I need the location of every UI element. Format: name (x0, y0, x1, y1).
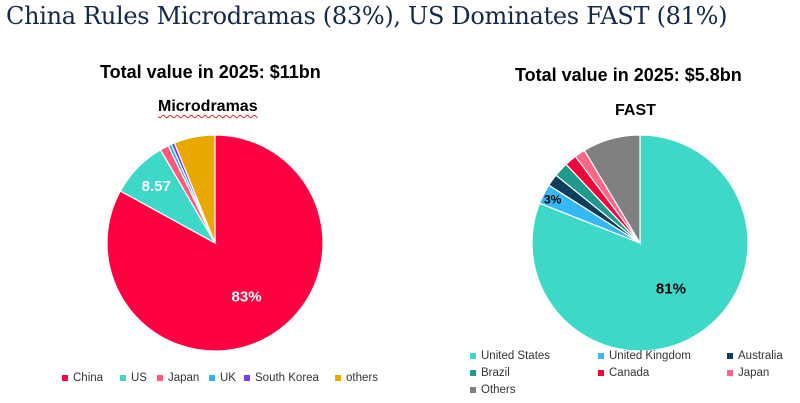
legend-item-australia: Australia (727, 350, 783, 362)
legend-swatch (598, 370, 604, 376)
legend-swatch (727, 353, 733, 359)
legend-swatch (335, 375, 341, 381)
legend-item-japan: Japan (157, 372, 199, 384)
microdramas-total-label: Total value in 2025: $11bn (100, 62, 321, 82)
pie-data-label-china: 83% (232, 288, 262, 305)
fast-total-label: Total value in 2025: $5.8bn (515, 65, 742, 85)
legend-label: Brazil (481, 367, 510, 379)
legend-item-united-kingdom: United Kingdom (598, 350, 691, 362)
microdramas-pie-title: Microdramas (158, 98, 258, 116)
legend-label: China (73, 372, 104, 384)
pie-slice-others (583, 134, 641, 246)
legend-label: UK (220, 372, 236, 384)
microdramas-pie-title-text: Microdramas (158, 98, 258, 115)
pie-slice-others (173, 134, 216, 244)
legend-item-uk: UK (209, 372, 236, 384)
microdramas-panel: Total value in 2025: $11bn Microdramas 8… (40, 0, 410, 403)
legend-item-united-states: United States (470, 350, 550, 362)
legend-swatch (244, 375, 250, 381)
fast-pie-title: FAST (615, 102, 656, 119)
legend-label: Australia (738, 350, 783, 362)
legend-swatch (470, 387, 476, 393)
legend-swatch (209, 375, 215, 381)
legend-swatch (598, 353, 604, 359)
legend-item-japan: Japan (727, 367, 769, 379)
fast-pie-chart: 81% 3% (531, 134, 749, 352)
legend-item-china: China (62, 372, 103, 384)
legend-swatch (470, 370, 476, 376)
pie-data-label-united-states: 81% (656, 280, 686, 297)
legend-item-others: Others (470, 384, 516, 396)
legend-swatch (157, 375, 163, 381)
fast-panel: Total value in 2025: $5.8bn FAST 81% 3% U… (455, 0, 800, 403)
microdramas-pie-chart: 83% 8.57 (106, 134, 324, 352)
fast-legend: United States United Kingdom Australia Braz… (470, 350, 800, 398)
legend-item-us: US (120, 372, 147, 384)
legend-item-canada: Canada (598, 367, 649, 379)
legend-label: United Kingdom (609, 350, 691, 362)
legend-item-others: others (335, 372, 378, 384)
legend-label: Others (481, 384, 516, 396)
legend-swatch (62, 375, 68, 381)
pie-data-label-us: 8.57 (142, 178, 171, 195)
legend-item-brazil: Brazil (470, 367, 510, 379)
legend-label: Canada (609, 367, 650, 379)
legend-label: Japan (168, 372, 200, 384)
legend-label: others (346, 372, 378, 384)
legend-item-south-korea: South Korea (244, 372, 319, 384)
legend-label: US (131, 372, 147, 384)
legend-swatch (727, 370, 733, 376)
pie-data-label-united-kingdom: 3% (544, 193, 562, 207)
legend-label: United States (481, 350, 551, 362)
microdramas-legend: China US Japan UK South Korea others (62, 372, 412, 390)
legend-label: South Korea (255, 372, 319, 384)
legend-label: Japan (738, 367, 770, 379)
legend-swatch (470, 353, 476, 359)
main-title: China Rules Microdramas (83%), US Domina… (6, 2, 728, 30)
legend-swatch (120, 375, 126, 381)
